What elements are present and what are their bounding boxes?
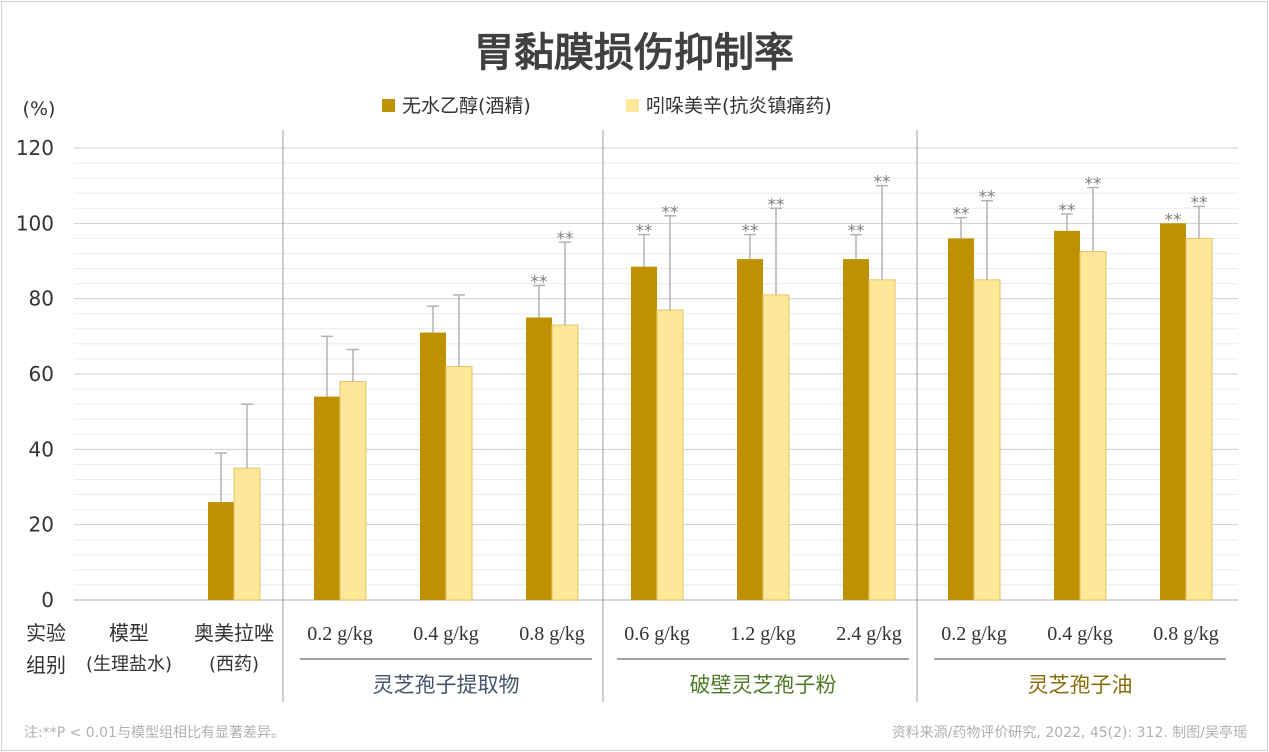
y-axis-ticks: 0 20 40 60 80 100 120 xyxy=(16,136,54,612)
significance-mark-series1-6: ** xyxy=(742,222,759,242)
y-tick-label: 100 xyxy=(16,211,54,235)
x-tick-label-5: 0.6 g/kg xyxy=(624,623,690,645)
significance-mark-series1-9: ** xyxy=(1059,201,1076,221)
legend-swatch-2 xyxy=(626,99,639,112)
significance-mark-series1-5: ** xyxy=(636,222,653,242)
bar-series2-6 xyxy=(762,294,790,601)
group-label-1: 灵芝孢子提取物 xyxy=(373,673,520,697)
significance-marks: ** ** ** ** ** ** ** ** ** ** ** ** ** ** xyxy=(531,173,1208,293)
bar-series1-5 xyxy=(631,266,657,600)
category-groups: 灵芝孢子提取物 破壁灵芝孢子粉 灵芝孢子油 xyxy=(300,658,1226,697)
bar-series2-4 xyxy=(551,324,579,601)
x-tick-label-9: 0.4 g/kg xyxy=(1047,623,1113,645)
group-separators xyxy=(282,130,918,702)
x-tick-label-7: 2.4 g/kg xyxy=(836,623,902,645)
y-tick-label: 60 xyxy=(29,362,54,386)
significance-mark-series1-10: ** xyxy=(1165,210,1182,230)
footnote-right: 资料来源/药物评价研究, 2022, 45(2): 312. 制图/吴亭瑶 xyxy=(892,724,1247,741)
y-tick-label: 20 xyxy=(29,513,54,537)
bar-series2-2 xyxy=(339,381,367,601)
significance-mark-series2-8: ** xyxy=(979,188,996,208)
significance-mark-series2-5: ** xyxy=(662,203,679,223)
bar-series1-8 xyxy=(948,238,974,600)
significance-mark-series2-9: ** xyxy=(1085,175,1102,195)
significance-mark-series2-4: ** xyxy=(557,229,574,249)
significance-mark-series2-7: ** xyxy=(874,173,891,193)
legend-label-1: 无水乙醇(酒精) xyxy=(402,95,531,117)
bar-series1-4 xyxy=(526,317,552,600)
significance-mark-series1-7: ** xyxy=(848,222,865,242)
row-label-line1: 实验 xyxy=(26,621,66,645)
bar-series2-9 xyxy=(1079,251,1107,601)
bar-series2-10 xyxy=(1185,237,1213,601)
x-tick-label-4: 0.8 g/kg xyxy=(519,623,585,645)
bar-series1-7 xyxy=(843,259,869,600)
error-bars xyxy=(215,184,1205,503)
x-tick-label-0: 模型 xyxy=(109,621,149,645)
bar-series1-9 xyxy=(1054,230,1080,600)
x-tick-label-6: 1.2 g/kg xyxy=(730,623,796,645)
y-tick-label: 120 xyxy=(16,136,54,160)
bar-series2-7 xyxy=(868,279,896,601)
x-tick-label-10: 0.8 g/kg xyxy=(1153,623,1219,645)
row-label-line2: 组别 xyxy=(26,653,66,677)
footnote-left: 注:**P < 0.01与模型组相比有显著差异。 xyxy=(24,725,285,741)
legend: 无水乙醇(酒精) 吲哚美辛(抗炎镇痛药) xyxy=(382,95,832,117)
x-tick-label-2: 0.2 g/kg xyxy=(307,623,373,645)
bar-series1-1 xyxy=(208,502,234,600)
legend-swatch-1 xyxy=(382,99,395,112)
y-tick-label: 40 xyxy=(29,437,54,461)
x-tick-sublabel-1: (西药) xyxy=(209,654,259,675)
legend-label-2: 吲哚美辛(抗炎镇痛药) xyxy=(646,95,832,117)
x-tick-label-1: 奥美拉唑 xyxy=(194,621,274,645)
bar-series2-5 xyxy=(656,309,684,601)
bar-series1-10 xyxy=(1160,223,1186,601)
y-tick-label: 0 xyxy=(41,588,54,612)
chart-title: 胃黏膜损伤抑制率 xyxy=(474,30,794,76)
bar-series2-1 xyxy=(233,467,261,601)
x-tick-label-8: 0.2 g/kg xyxy=(941,623,1007,645)
significance-mark-series2-6: ** xyxy=(768,195,785,215)
bar-series1-6 xyxy=(737,259,763,600)
bar-series1-3 xyxy=(420,332,446,600)
bar-series1-2 xyxy=(314,396,340,600)
x-tick-label-3: 0.4 g/kg xyxy=(413,623,479,645)
bar-series2-8 xyxy=(973,279,1001,601)
significance-mark-series1-4: ** xyxy=(531,272,548,292)
group-label-3: 灵芝孢子油 xyxy=(1028,673,1133,697)
bars xyxy=(208,223,1213,601)
x-tick-sublabel-0: (生理盐水) xyxy=(86,654,172,675)
significance-mark-series1-8: ** xyxy=(953,205,970,225)
group-label-2: 破壁灵芝孢子粉 xyxy=(690,673,837,697)
bar-series2-3 xyxy=(445,365,473,601)
y-axis-unit-label: (%) xyxy=(23,98,56,120)
significance-mark-series2-10: ** xyxy=(1191,193,1208,213)
y-tick-label: 80 xyxy=(29,287,54,311)
